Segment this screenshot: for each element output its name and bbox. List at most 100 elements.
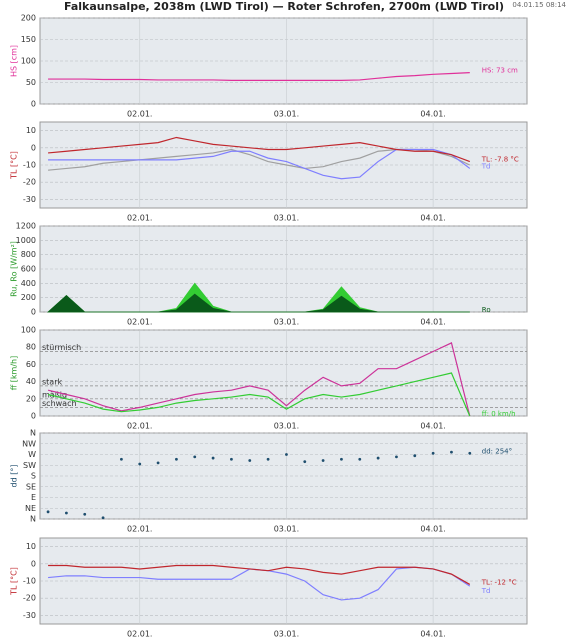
- legend-label: TL: -7.8 °C: [481, 156, 519, 164]
- x-tick-label: 02.01.: [127, 318, 152, 327]
- point: [266, 457, 270, 461]
- point: [303, 460, 307, 464]
- legend-label: Ro: [482, 306, 491, 314]
- point: [431, 451, 435, 455]
- y-tick-label: 100: [21, 326, 36, 335]
- y-tick-label: N: [30, 515, 36, 524]
- y-tick-label: 50: [26, 78, 36, 87]
- point: [285, 453, 288, 456]
- y-tick-label: 150: [21, 35, 36, 44]
- x-tick-label: 04.01.: [420, 214, 445, 223]
- y-tick-label: 1000: [16, 236, 36, 245]
- y-tick-label: -30: [23, 195, 36, 204]
- y-tick-label: 20: [26, 394, 36, 403]
- y-tick-label: -30: [23, 611, 36, 620]
- point: [211, 456, 215, 460]
- y-tick-label: 0: [31, 308, 36, 317]
- point: [340, 457, 343, 461]
- y-tick-label: 0: [31, 100, 36, 109]
- y-tick-label: 80: [26, 343, 36, 352]
- y-tick-label: S: [31, 472, 36, 481]
- point: [156, 461, 160, 465]
- y-tick-label: 800: [21, 250, 36, 259]
- x-tick-label: 04.01.: [420, 630, 445, 639]
- point: [230, 457, 233, 461]
- y-tick-label: NW: [22, 439, 36, 448]
- series-line: [47, 342, 471, 417]
- y-axis-label: HS [cm]: [10, 45, 19, 77]
- series-line: [48, 564, 471, 585]
- series-line: [48, 72, 470, 81]
- y-tick-label: 60: [26, 360, 36, 369]
- point: [395, 455, 398, 459]
- point: [450, 450, 453, 454]
- x-tick-label: 03.01.: [274, 318, 299, 327]
- y-axis-label: ff [km/h]: [10, 356, 19, 391]
- y-tick-label: 0: [31, 412, 36, 421]
- y-tick-label: -20: [23, 594, 36, 603]
- x-tick-label: 02.01.: [127, 525, 152, 534]
- x-tick-label: 04.01.: [420, 110, 445, 119]
- plot-area: [39, 537, 528, 625]
- point: [468, 451, 472, 455]
- series-area: [47, 293, 470, 313]
- plot-area: [39, 225, 528, 313]
- y-tick-label: 200: [21, 293, 36, 302]
- y-tick-label: NE: [25, 504, 36, 513]
- y-tick-label: 10: [26, 126, 36, 135]
- level-label: stark: [42, 377, 62, 386]
- point: [193, 455, 197, 459]
- y-tick-label: 0: [31, 559, 36, 568]
- x-tick-label: 04.01.: [420, 422, 445, 431]
- y-tick-label: 200: [21, 14, 36, 23]
- y-tick-label: SE: [26, 482, 36, 491]
- level-label: schwach: [42, 399, 77, 408]
- x-tick-label: 02.01.: [127, 214, 152, 223]
- y-tick-label: 0: [31, 143, 36, 152]
- legend-label: Td: [481, 587, 491, 595]
- point: [101, 516, 105, 520]
- y-tick-label: 10: [26, 542, 36, 551]
- y-tick-label: -10: [23, 161, 36, 170]
- y-tick-label: N: [30, 429, 36, 438]
- y-tick-label: 600: [21, 265, 36, 274]
- point: [46, 510, 50, 514]
- legend-label: TL: -12 °C: [481, 578, 517, 586]
- y-tick-label: SW: [23, 461, 36, 470]
- point: [358, 457, 362, 461]
- x-tick-label: 04.01.: [420, 525, 445, 534]
- legend-label: ff: 0 km/h: [482, 410, 516, 418]
- y-tick-label: -10: [23, 577, 36, 586]
- y-tick-label: E: [31, 493, 36, 502]
- level-label: mäßig: [42, 390, 67, 399]
- plot-area: [39, 17, 528, 105]
- legend-label: Td: [481, 162, 491, 170]
- point: [65, 511, 68, 515]
- level-label: stürmisch: [42, 343, 81, 352]
- x-tick-label: 03.01.: [274, 214, 299, 223]
- point: [175, 457, 178, 461]
- x-tick-label: 03.01.: [274, 110, 299, 119]
- series-line: [47, 372, 471, 417]
- point: [120, 457, 123, 461]
- y-tick-label: -20: [23, 178, 36, 187]
- x-tick-label: 02.01.: [127, 422, 152, 431]
- y-axis-label: TL [°C]: [10, 151, 19, 180]
- y-tick-label: 1200: [16, 222, 36, 231]
- plot-area: [39, 329, 528, 417]
- y-tick-label: 400: [21, 279, 36, 288]
- x-tick-label: 02.01.: [127, 110, 152, 119]
- series-line: [48, 136, 471, 163]
- timestamp: 04.01.15 08:14: [512, 1, 566, 9]
- point: [413, 454, 417, 458]
- y-tick-label: 100: [21, 57, 36, 66]
- x-tick-label: 03.01.: [274, 422, 299, 431]
- legend-label: dd: 254°: [482, 447, 512, 455]
- y-tick-label: 40: [26, 377, 36, 386]
- point: [248, 459, 252, 462]
- y-axis-label: TL [°C]: [10, 567, 19, 596]
- y-axis-label: dd [°]: [10, 465, 19, 488]
- point: [321, 459, 325, 462]
- x-tick-label: 04.01.: [420, 318, 445, 327]
